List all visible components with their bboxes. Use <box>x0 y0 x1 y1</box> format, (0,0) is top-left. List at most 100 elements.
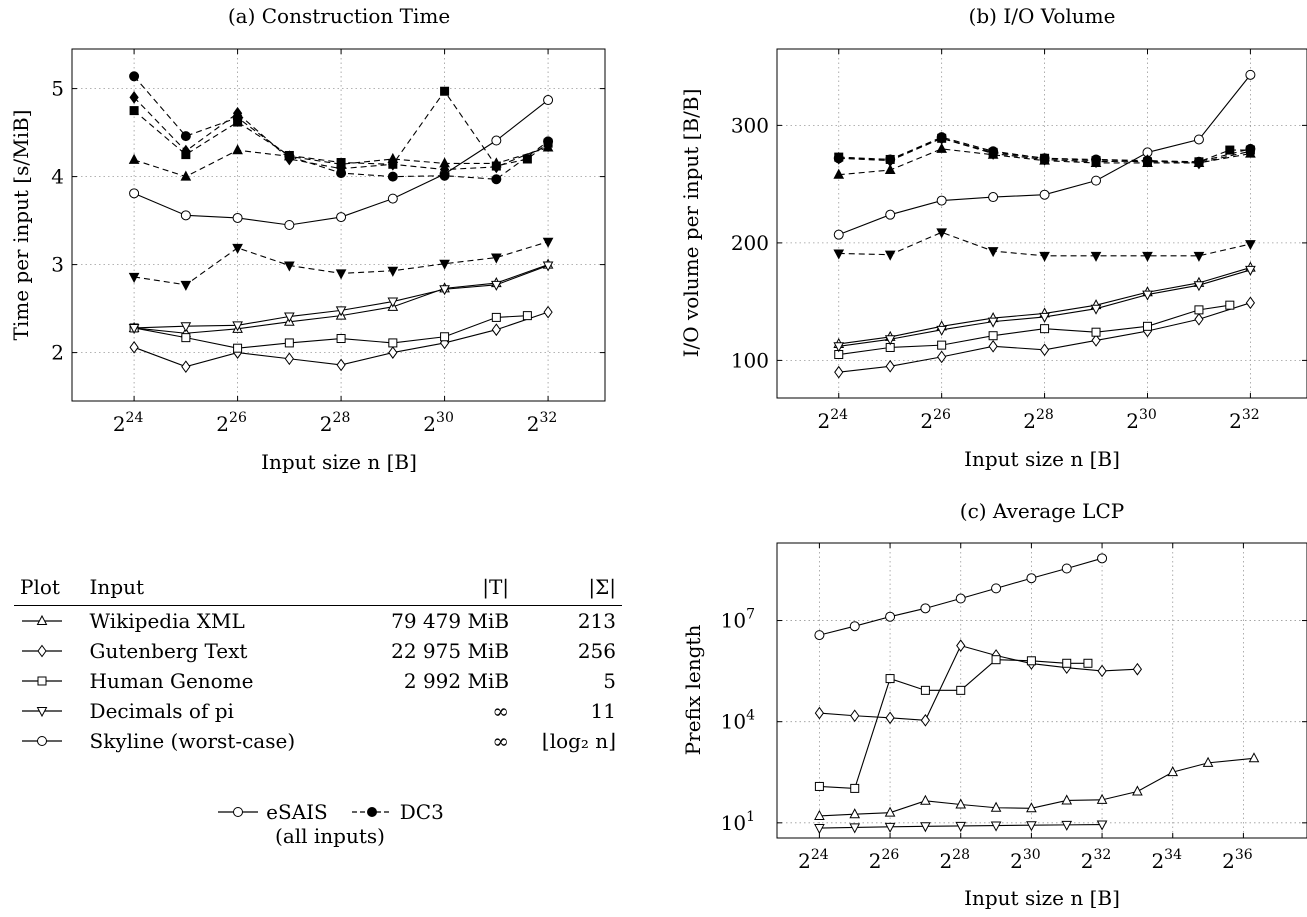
data-point-a-1-4 <box>336 358 346 372</box>
chart-title-b: (b) I/O Volume <box>969 4 1116 28</box>
data-point-a-9-8 <box>543 136 554 147</box>
data-point-b-9-2 <box>936 132 947 143</box>
data-point-a-8-3 <box>284 261 295 272</box>
chart-panel-a: 224 226 228 230 232 2 3 4 5 (a) Construction Time… <box>9 4 606 474</box>
data-point-b-5-1 <box>884 163 896 175</box>
data-point-a-2-8 <box>522 311 532 321</box>
data-point-b-8-3 <box>987 247 999 258</box>
series-b-4 <box>833 69 1256 240</box>
data-point-b-2-5 <box>1091 327 1101 337</box>
legend-row: Human Genome 2 992 MiB 5 <box>14 666 622 696</box>
data-point-b-3-6 <box>1142 290 1153 301</box>
series-c-4 <box>814 553 1108 641</box>
series-line-a-7 <box>133 90 549 167</box>
data-point-c-1-9 <box>1132 662 1143 676</box>
data-point-b-4-0 <box>833 229 844 240</box>
data-point-b-3-3 <box>987 317 999 328</box>
series-a-3 <box>128 261 554 335</box>
method-legend: eSAIS DC3 (all inputs) <box>180 800 480 848</box>
chart-title-a: (a) Construction Time <box>228 4 450 28</box>
legend-marker-shape <box>36 707 48 718</box>
x-tick-label-c-0: 224 <box>798 847 829 873</box>
data-point-b-1-5 <box>1091 334 1101 347</box>
data-point-c-0-7 <box>1061 794 1073 805</box>
chart-title-c: (c) Average LCP <box>960 499 1124 523</box>
dc3-dashed-dot-icon <box>351 807 392 817</box>
series-b-1 <box>834 296 1256 379</box>
data-point-a-4-7 <box>491 135 502 146</box>
data-point-b-1-0 <box>834 365 844 379</box>
data-point-a-9-7 <box>491 174 502 185</box>
data-point-b-4-5 <box>1091 175 1102 186</box>
series-c-2 <box>814 655 1093 793</box>
data-point-b-2-3 <box>988 331 998 341</box>
data-point-a-1-0 <box>129 340 139 354</box>
data-point-c-3-8 <box>1096 820 1108 831</box>
data-point-b-1-3 <box>988 339 998 353</box>
data-point-a-2-1 <box>181 333 191 343</box>
grid-c <box>777 543 1307 838</box>
data-point-c-0-1 <box>849 808 861 819</box>
x-tick-label-a-1: 226 <box>216 410 247 436</box>
series-b-8 <box>833 228 1256 262</box>
x-axis-label-c: Input size n [B] <box>964 886 1120 910</box>
legend-alphabet-size: 256 <box>577 639 616 663</box>
legend-marker-shape <box>36 614 48 625</box>
data-point-a-8-8 <box>542 237 554 248</box>
data-point-b-3-0 <box>833 342 845 353</box>
data-point-c-2-3 <box>920 685 930 695</box>
data-point-c-3-6 <box>1026 821 1037 832</box>
series-b-3 <box>833 265 1256 353</box>
legend-dc3-label: DC3 <box>399 800 444 824</box>
series-c-1 <box>814 639 1143 727</box>
data-point-c-2-2 <box>885 674 895 684</box>
y-axis-label-text-c: Prefix length <box>681 625 705 756</box>
series-a-9 <box>129 71 554 185</box>
data-point-a-4-4 <box>336 212 347 223</box>
series-c-0 <box>814 752 1260 820</box>
x-tick-label-a-0: 224 <box>113 410 144 436</box>
data-point-b-3-4 <box>1039 312 1050 323</box>
data-point-b-9-4 <box>1039 153 1050 164</box>
y-axis-label-c: Prefix length <box>681 625 705 756</box>
data-point-a-4-1 <box>180 210 191 221</box>
data-point-b-4-4 <box>1039 189 1050 200</box>
data-point-c-0-4 <box>955 798 967 809</box>
data-point-a-5-0 <box>128 153 140 164</box>
data-point-b-3-7 <box>1193 281 1205 292</box>
data-point-b-2-2 <box>937 340 947 350</box>
y-tick-label-c-2: 107 <box>721 607 755 633</box>
data-point-c-0-8 <box>1096 793 1108 804</box>
data-point-b-8-2 <box>936 228 947 239</box>
data-point-a-3-6 <box>439 285 450 296</box>
data-point-c-4-5 <box>991 583 1002 594</box>
legend-marker-shape <box>37 644 47 658</box>
legend-marker-shape <box>37 736 47 746</box>
data-point-a-7-5 <box>388 159 398 169</box>
plot-frame-b <box>776 48 1307 399</box>
x-tick-label-b-4: 232 <box>1229 407 1260 433</box>
legend-esais-label: eSAIS <box>266 800 328 824</box>
legend-row: Skyline (worst-case) ∞ ⌊log₂ n⌋ <box>14 726 622 756</box>
data-point-b-2-7 <box>1194 305 1204 315</box>
data-point-b-4-1 <box>885 209 896 220</box>
data-point-b-1-1 <box>885 359 895 373</box>
data-point-a-2-4 <box>336 334 346 344</box>
x-tick-label-b-3: 230 <box>1126 407 1157 433</box>
plot-frame-c <box>776 542 1307 839</box>
series-line-c-0 <box>819 757 1255 817</box>
legend-input-size: 22 975 MiB <box>391 639 510 663</box>
data-point-a-9-0 <box>129 71 140 82</box>
legend-note: (all inputs) <box>275 824 385 848</box>
grid-a <box>72 49 605 401</box>
data-point-a-9-2 <box>232 112 243 123</box>
data-point-c-0-10 <box>1167 766 1179 777</box>
data-point-b-9-6 <box>1142 155 1153 166</box>
y-tick-label-c-1: 104 <box>721 708 755 734</box>
data-point-a-8-2 <box>232 243 243 254</box>
x-tick-label-a-2: 228 <box>320 410 351 436</box>
data-point-a-9-1 <box>180 131 191 142</box>
legend-alphabet-size: 5 <box>603 669 616 693</box>
chart-panel-b: 224 226 228 230 232 100 200 300 (b) I/O Volume In… <box>679 4 1307 471</box>
data-point-a-8-6 <box>439 259 450 270</box>
